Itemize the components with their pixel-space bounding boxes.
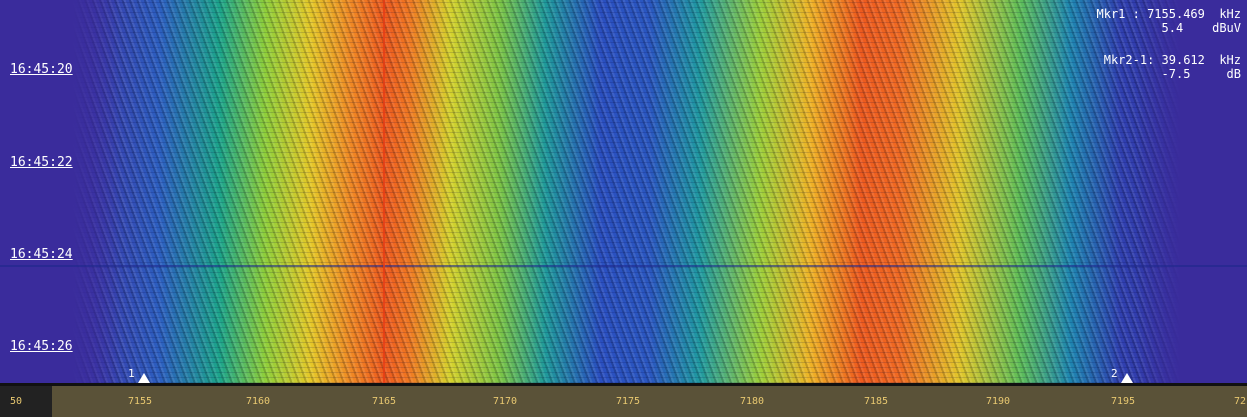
marker-triangle[interactable] [1121, 373, 1133, 383]
trace-line [0, 265, 1247, 267]
frequency-label: 7170 [492, 396, 518, 407]
waterfall-texture [0, 0, 1247, 383]
time-label: 16:45:22 [10, 155, 73, 170]
waterfall-texture [0, 0, 1247, 383]
frequency-label: 7175 [615, 396, 641, 407]
marker-readout: Mkr2-1: 39.612 kHz [1103, 53, 1241, 67]
frequency-label: 7190 [985, 396, 1011, 407]
marker-readout: 5.4 dBuV [1161, 21, 1241, 35]
frequency-label: 7195 [1110, 396, 1136, 407]
frequency-label: 7180 [739, 396, 765, 407]
trace-line [383, 0, 385, 383]
marker-number: 1 [128, 367, 135, 380]
waterfall-edge [1137, 0, 1247, 383]
frequency-axis [0, 383, 1247, 417]
waterfall-edge [0, 0, 120, 383]
frequency-label: 50 [9, 396, 23, 407]
marker-readout: Mkr1 : 7155.469 kHz [1096, 7, 1242, 21]
waterfall [0, 0, 1247, 383]
marker-triangle[interactable] [138, 373, 150, 383]
time-label: 16:45:26 [10, 339, 73, 354]
time-label: 16:45:20 [10, 62, 73, 77]
marker-number: 2 [1111, 367, 1118, 380]
marker-readout: -7.5 dB [1161, 67, 1241, 81]
frequency-label: 7155 [127, 396, 153, 407]
axis-corner [0, 386, 52, 417]
frequency-label: 7160 [245, 396, 271, 407]
frequency-label: 7185 [863, 396, 889, 407]
time-label: 16:45:24 [10, 247, 73, 262]
frequency-label: 72 [1233, 396, 1247, 407]
frequency-label: 7165 [371, 396, 397, 407]
